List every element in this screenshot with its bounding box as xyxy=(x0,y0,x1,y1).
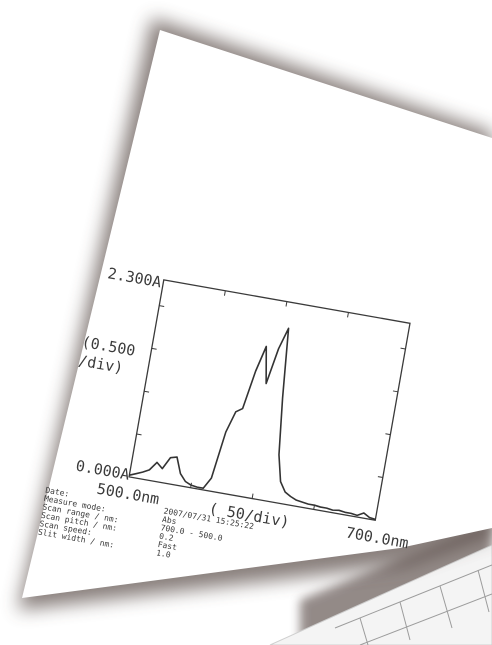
y-tick xyxy=(385,433,391,436)
x-tick xyxy=(347,312,349,318)
y-tick xyxy=(377,476,383,478)
x-tick xyxy=(251,493,254,499)
y-tick xyxy=(144,390,150,393)
background-sheet-grid xyxy=(334,564,492,645)
y-scale-label: (0.500/div) xyxy=(77,333,137,379)
info-value: 1.0 xyxy=(156,548,172,559)
printout-paper xyxy=(18,18,492,610)
info-label: Date: xyxy=(45,486,70,499)
y-tick xyxy=(400,347,406,350)
spectrum-chart: 2.300A 0.000A (0.500/div) 500.0nm 700.0n… xyxy=(74,264,411,552)
y-tick xyxy=(392,390,398,393)
y-tick xyxy=(136,433,142,436)
info-value: Abs xyxy=(161,515,177,526)
info-value: Fast xyxy=(157,540,178,552)
x-tick xyxy=(285,301,288,307)
x-tick xyxy=(223,290,226,296)
info-value: 0.2 xyxy=(158,532,174,543)
plot-ticks xyxy=(136,290,406,510)
y-tick xyxy=(151,347,157,350)
spectrum-curve xyxy=(129,327,376,521)
y-tick xyxy=(159,305,165,307)
